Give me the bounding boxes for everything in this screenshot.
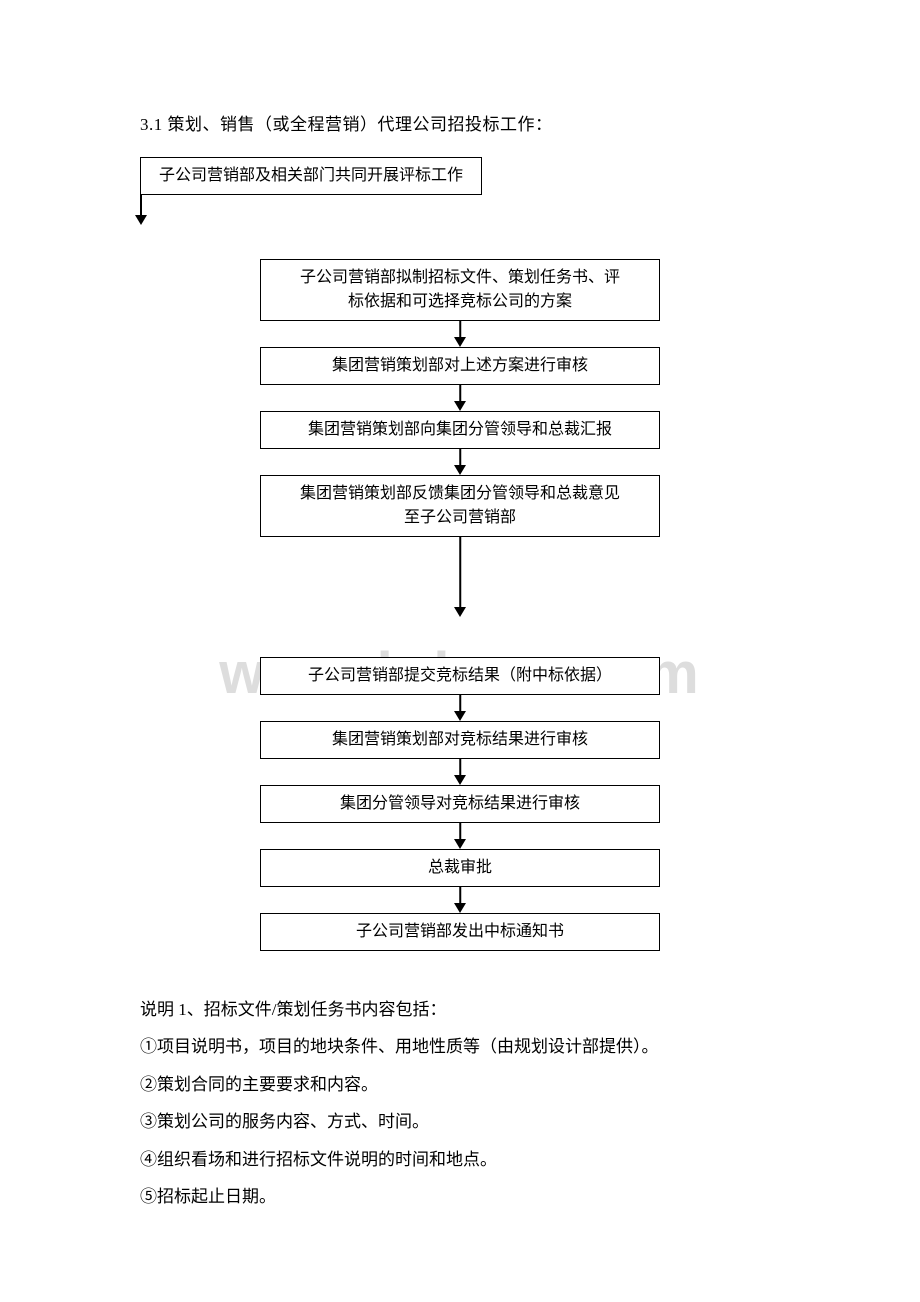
flow-node: 子公司营销部提交竞标结果（附中标依据） <box>260 657 660 695</box>
flow-node: 子公司营销部发出中标通知书 <box>260 913 660 951</box>
flow-node: 集团营销策划部向集团分管领导和总裁汇报 <box>260 411 660 449</box>
spacer <box>140 199 780 259</box>
flow-top-box: 子公司营销部及相关部门共同开展评标工作 <box>140 157 482 195</box>
node-text-line: 集团营销策划部反馈集团分管领导和总裁意见 <box>300 485 620 502</box>
flowchart-group-1: 子公司营销部拟制招标文件、策划任务书、评 标依据和可选择竞标公司的方案 集团营销… <box>140 259 780 617</box>
node-text-line: 至子公司营销部 <box>404 509 516 526</box>
flow-node: 集团营销策划部反馈集团分管领导和总裁意见 至子公司营销部 <box>260 475 660 537</box>
desc-intro: 说明 1、招标文件/策划任务书内容包括： <box>140 991 780 1028</box>
desc-item: ②策划合同的主要要求和内容。 <box>140 1075 378 1094</box>
section-title: 3.1 策划、销售（或全程营销）代理公司招投标工作： <box>140 110 780 135</box>
desc-item: ③策划公司的服务内容、方式、时间。 <box>140 1112 429 1131</box>
flow-node: 集团分管领导对竞标结果进行审核 <box>260 785 660 823</box>
flow-node: 集团营销策划部对上述方案进行审核 <box>260 347 660 385</box>
node-text-line: 标依据和可选择竞标公司的方案 <box>348 293 572 310</box>
desc-item: ①项目说明书，项目的地块条件、用地性质等（由规划设计部提供）。 <box>140 1037 659 1056</box>
flowchart-group-2: 子公司营销部提交竞标结果（附中标依据） 集团营销策划部对竞标结果进行审核 集团分… <box>140 657 780 951</box>
desc-item: ⑤招标起止日期。 <box>140 1187 276 1206</box>
description-section: 说明 1、招标文件/策划任务书内容包括： ①项目说明书，项目的地块条件、用地性质… <box>140 991 780 1215</box>
spacer <box>140 617 780 657</box>
desc-item: ④组织看场和进行招标文件说明的时间和地点。 <box>140 1150 497 1169</box>
flow-node: 总裁审批 <box>260 849 660 887</box>
flow-node: 子公司营销部拟制招标文件、策划任务书、评 标依据和可选择竞标公司的方案 <box>260 259 660 321</box>
node-text-line: 子公司营销部拟制招标文件、策划任务书、评 <box>300 269 620 286</box>
flow-node: 集团营销策划部对竞标结果进行审核 <box>260 721 660 759</box>
